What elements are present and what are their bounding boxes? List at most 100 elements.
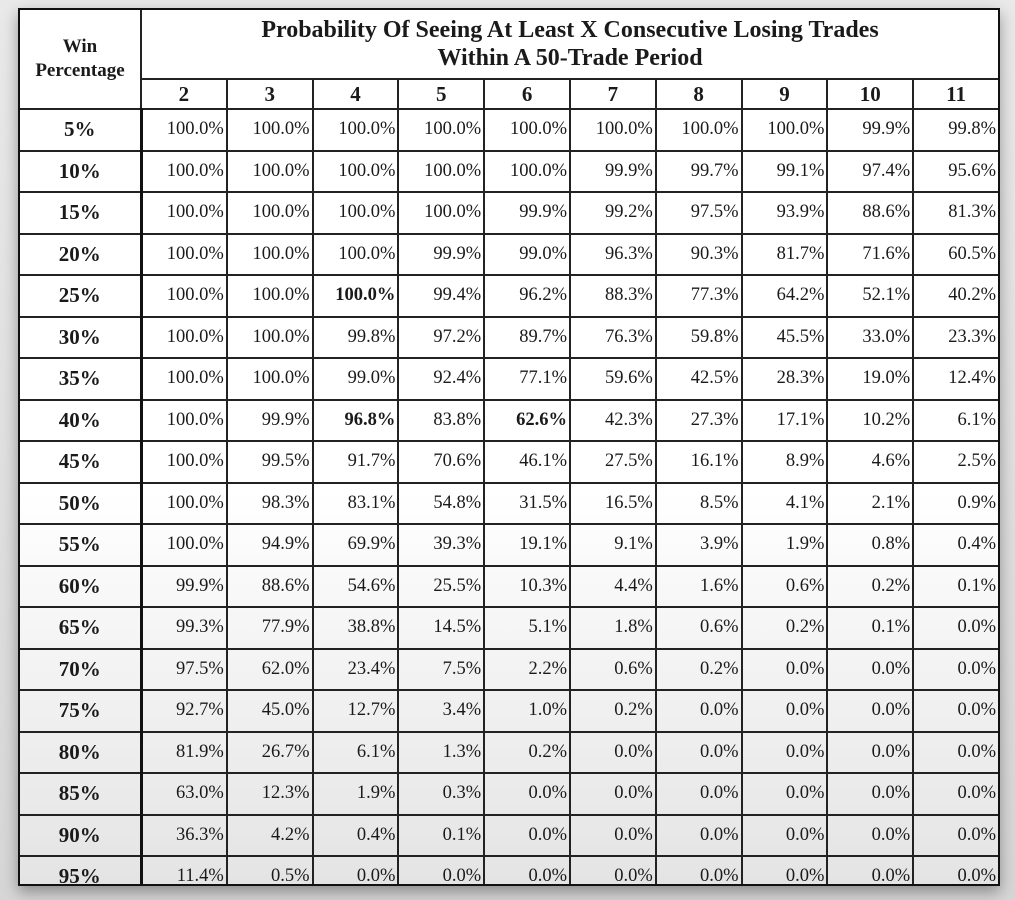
table-cell: 0.0% — [654, 689, 743, 733]
table-cell: 52.1% — [826, 274, 915, 318]
column-header-3: 3 — [225, 78, 314, 110]
table-cell: 96.2% — [483, 274, 571, 318]
table-row: 60% 99.9% 88.6% 54.6% 25.5% 10.3% 4.4% 1.6% 0.6%… — [20, 564, 998, 608]
table-cell: 0.1% — [397, 813, 486, 857]
table-cell: 62.6% — [483, 398, 571, 442]
table-cell: 27.5% — [568, 440, 657, 484]
row-label: 10% — [20, 149, 143, 193]
table-cell: 70.6% — [397, 440, 486, 484]
title-line2: Within A 50-Trade Period — [437, 45, 703, 71]
row-label: 80% — [20, 730, 143, 774]
table-cell: 0.0% — [912, 813, 998, 857]
table-cell: 0.0% — [654, 730, 743, 774]
table-cell: 36.3% — [140, 813, 228, 857]
table-cell: 3.4% — [397, 689, 486, 733]
table-cell: 100.0% — [140, 232, 228, 276]
row-label: 40% — [20, 398, 143, 442]
table-cell: 0.0% — [826, 647, 915, 691]
table-cell: 54.6% — [311, 564, 400, 608]
table-cell: 5.1% — [483, 606, 571, 650]
row-label: 90% — [20, 813, 143, 857]
table-cell: 0.0% — [740, 813, 829, 857]
table-cell: 99.9% — [225, 398, 314, 442]
row-label: 20% — [20, 232, 143, 276]
table-cell: 97.5% — [140, 647, 228, 691]
table-cell: 99.9% — [140, 564, 228, 608]
column-header-8: 8 — [654, 78, 743, 110]
table-cell: 100.0% — [140, 481, 228, 525]
table-cell: 81.3% — [912, 191, 998, 235]
table-cell: 11.4% — [140, 855, 228, 884]
table-cell: 99.8% — [311, 315, 400, 359]
table-cell: 0.0% — [912, 730, 998, 774]
table-row: 40% 100.0% 99.9% 96.8% 83.8% 62.6% 42.3% 27.3% 1… — [20, 398, 998, 442]
table-cell: 42.3% — [568, 398, 657, 442]
table-cell: 100.0% — [740, 108, 829, 152]
table-cell: 100.0% — [397, 108, 486, 152]
table-cell: 4.2% — [225, 813, 314, 857]
table-cell: 81.9% — [140, 730, 228, 774]
table-cell: 0.0% — [311, 855, 400, 884]
table-cell: 0.0% — [397, 855, 486, 884]
table-cell: 0.0% — [912, 647, 998, 691]
table-cell: 100.0% — [140, 191, 228, 235]
table-cell: 0.0% — [912, 772, 998, 816]
table-cell: 0.4% — [912, 523, 998, 567]
table-cell: 26.7% — [225, 730, 314, 774]
table-cell: 0.0% — [568, 772, 657, 816]
row-label: 65% — [20, 606, 143, 650]
table-cell: 99.9% — [568, 149, 657, 193]
table-cell: 2.5% — [912, 440, 998, 484]
row-label: 70% — [20, 647, 143, 691]
table-cell: 0.0% — [912, 855, 998, 884]
table-cell: 2.2% — [483, 647, 571, 691]
table-cell: 0.2% — [740, 606, 829, 650]
table-cell: 99.0% — [483, 232, 571, 276]
table-cell: 12.4% — [912, 357, 998, 401]
table-cell: 100.0% — [140, 398, 228, 442]
row-label: 60% — [20, 564, 143, 608]
table-cell: 4.1% — [740, 481, 829, 525]
table-cell: 0.0% — [740, 730, 829, 774]
table-cell: 71.6% — [826, 232, 915, 276]
table-cell: 0.3% — [397, 772, 486, 816]
table-cell: 0.0% — [740, 647, 829, 691]
row-label: 95% — [20, 855, 143, 884]
table-cell: 100.0% — [483, 108, 571, 152]
table-cell: 0.0% — [568, 813, 657, 857]
table-cell: 16.5% — [568, 481, 657, 525]
table-row: 55% 100.0% 94.9% 69.9% 39.3% 19.1% 9.1% 3.9% 1.9… — [20, 523, 998, 567]
table-cell: 99.1% — [740, 149, 829, 193]
table-cell: 100.0% — [311, 191, 400, 235]
row-label: 85% — [20, 772, 143, 816]
table-cell: 100.0% — [397, 191, 486, 235]
table-cell: 0.0% — [483, 813, 571, 857]
column-header-9: 9 — [740, 78, 829, 110]
table-cell: 0.9% — [912, 481, 998, 525]
table-cell: 0.2% — [826, 564, 915, 608]
table-cell: 99.4% — [397, 274, 486, 318]
table-cell: 0.1% — [826, 606, 915, 650]
table-row: 30% 100.0% 100.0% 99.8% 97.2% 89.7% 76.3% 59.8%… — [20, 315, 998, 359]
column-header-5: 5 — [397, 78, 486, 110]
table-cell: 77.3% — [654, 274, 743, 318]
table-cell: 96.8% — [311, 398, 400, 442]
table-cell: 0.0% — [826, 813, 915, 857]
table-cell: 88.6% — [225, 564, 314, 608]
table-cell: 99.5% — [225, 440, 314, 484]
table-title: Probability Of Seeing At Least X Consecu… — [140, 10, 998, 80]
table-cell: 62.0% — [225, 647, 314, 691]
table-cell: 95.6% — [912, 149, 998, 193]
table-cell: 100.0% — [140, 440, 228, 484]
table-cell: 99.2% — [568, 191, 657, 235]
table-cell: 0.6% — [740, 564, 829, 608]
table-cell: 100.0% — [311, 149, 400, 193]
table-cell: 100.0% — [311, 274, 400, 318]
table-cell: 45.0% — [225, 689, 314, 733]
table-cell: 39.3% — [397, 523, 486, 567]
table-cell: 23.4% — [311, 647, 400, 691]
table-row: 35% 100.0% 100.0% 99.0% 92.4% 77.1% 59.6% 42.5%… — [20, 357, 998, 401]
table-cell: 17.1% — [740, 398, 829, 442]
table-cell: 83.1% — [311, 481, 400, 525]
table-cell: 99.7% — [654, 149, 743, 193]
